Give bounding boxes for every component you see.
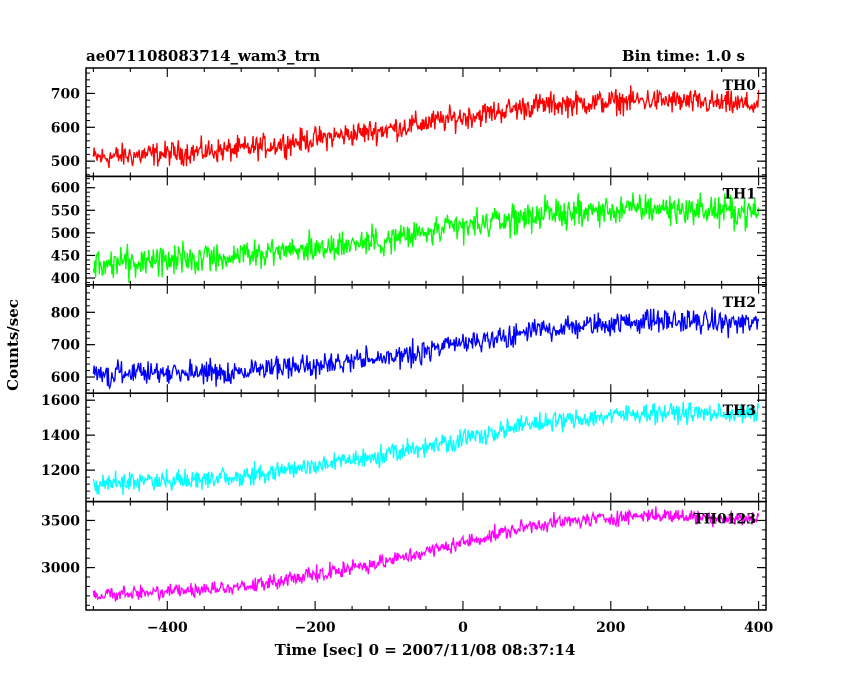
- panel-th3: 1200 1400 1600 TH3: [41, 392, 767, 503]
- panel-th2: 600 700 800 TH2: [51, 284, 767, 394]
- x-tick-label: −400: [147, 620, 188, 636]
- series-line-th0123: [92, 506, 760, 602]
- series-line-th0: [92, 85, 760, 169]
- y-tick-label: 550: [51, 203, 80, 219]
- y-axis-label: Counts/sec: [4, 299, 22, 391]
- y-tick-label: 800: [51, 305, 80, 321]
- x-tick-label: 400: [744, 620, 773, 636]
- panel-th0: 500 600 700 TH0: [51, 67, 767, 178]
- y-tick-label: 400: [51, 271, 80, 287]
- panel-label-th1: TH1: [723, 186, 756, 202]
- y-tick-label: 1600: [41, 393, 80, 409]
- x-tick-label: 200: [596, 620, 625, 636]
- panel-label-th2: TH2: [723, 295, 756, 311]
- series-line-th1: [92, 192, 760, 283]
- x-axis-label: Time [sec] 0 = 2007/11/08 08:37:14: [275, 641, 576, 659]
- series-line-th3: [92, 401, 760, 496]
- bin-time-label: Bin time: 1.0 s: [622, 47, 745, 65]
- x-axis: −400 −200 0 200 400: [147, 620, 774, 636]
- y-tick-label: 600: [51, 120, 80, 136]
- panel-label-th3: TH3: [723, 403, 756, 419]
- chart-title: ae071108083714_wam3_trn: [86, 47, 320, 65]
- y-tick-label: 600: [51, 181, 80, 197]
- panel-th0123: 3000 3500 TH0123: [41, 500, 767, 611]
- y-tick-label: 1400: [41, 428, 80, 444]
- x-tick-label: 0: [458, 620, 468, 636]
- y-tick-label: 450: [51, 248, 80, 264]
- y-tick-label: 700: [51, 338, 80, 354]
- y-tick-label: 3000: [41, 561, 80, 577]
- y-tick-label: 500: [51, 154, 80, 170]
- panel-label-th0123: TH0123: [693, 512, 756, 528]
- panels-group: 500 600 700 TH0 400 450 500 550 600 TH1 600 700 800 T…: [41, 67, 767, 611]
- panel-label-th0: TH0: [723, 78, 757, 94]
- y-tick-label: 600: [51, 370, 80, 386]
- y-tick-label: 3500: [41, 513, 80, 529]
- y-tick-label: 1200: [41, 463, 80, 479]
- x-tick-label: −200: [295, 620, 336, 636]
- panel-th1: 400 450 500 550 600 TH1: [51, 175, 767, 287]
- y-tick-label: 500: [51, 226, 80, 242]
- y-tick-label: 700: [51, 86, 80, 102]
- series-line-th2: [92, 307, 760, 390]
